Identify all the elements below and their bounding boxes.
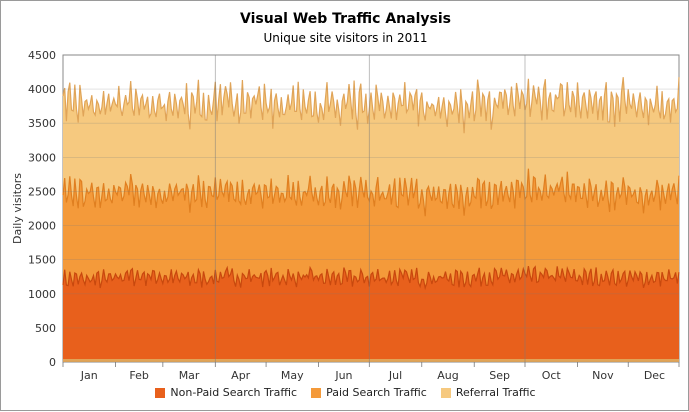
legend-label-non-paid: Non-Paid Search Traffic — [170, 386, 298, 399]
legend-item-non-paid[interactable]: Non-Paid Search Traffic — [155, 386, 297, 399]
y-tick-label: 500 — [35, 322, 56, 335]
y-tick-label: 0 — [49, 356, 56, 369]
x-tick-label: Aug — [437, 369, 458, 382]
y-tick-label: 4500 — [28, 49, 56, 62]
y-tick-label: 3000 — [28, 151, 56, 164]
x-tick-label: May — [281, 369, 304, 382]
area-line-1 — [62, 265, 680, 291]
y-tick-label: 1000 — [28, 288, 56, 301]
x-tick-label: Nov — [592, 369, 614, 382]
legend-item-referral[interactable]: Referral Traffic — [440, 386, 536, 399]
y-tick-label: 4000 — [28, 83, 56, 96]
y-tick-label: 3500 — [28, 117, 56, 130]
legend-label-referral: Referral Traffic — [455, 386, 536, 399]
x-tick-label: Jul — [388, 369, 402, 382]
baseline-strip — [63, 359, 679, 362]
legend-swatch-paid — [311, 387, 322, 398]
chart-title: Visual Web Traffic Analysis — [240, 11, 451, 27]
legend: Non-Paid Search Traffic Paid Search Traf… — [1, 386, 689, 399]
y-axis-label: Daily visitors — [11, 173, 24, 244]
x-tick-label: Apr — [231, 369, 251, 382]
x-tick-label: Dec — [644, 369, 665, 382]
x-tick-label: Feb — [129, 369, 148, 382]
legend-item-paid[interactable]: Paid Search Traffic — [311, 386, 427, 399]
y-tick-label: 2500 — [28, 185, 56, 198]
y-tick-label: 2000 — [28, 220, 56, 233]
legend-swatch-referral — [440, 387, 451, 398]
legend-swatch-non-paid — [155, 387, 166, 398]
x-tick-label: Sep — [489, 369, 510, 382]
chart-subtitle: Unique site visitors in 2011 — [263, 31, 428, 45]
legend-label-paid: Paid Search Traffic — [326, 386, 427, 399]
area-line-3 — [62, 77, 680, 134]
x-tick-label: Mar — [179, 369, 200, 382]
area-line-2 — [62, 168, 680, 217]
y-tick-label: 1500 — [28, 254, 56, 267]
x-tick-label: Oct — [542, 369, 562, 382]
x-tick-label: Jun — [334, 369, 352, 382]
x-tick-label: Jan — [80, 369, 98, 382]
